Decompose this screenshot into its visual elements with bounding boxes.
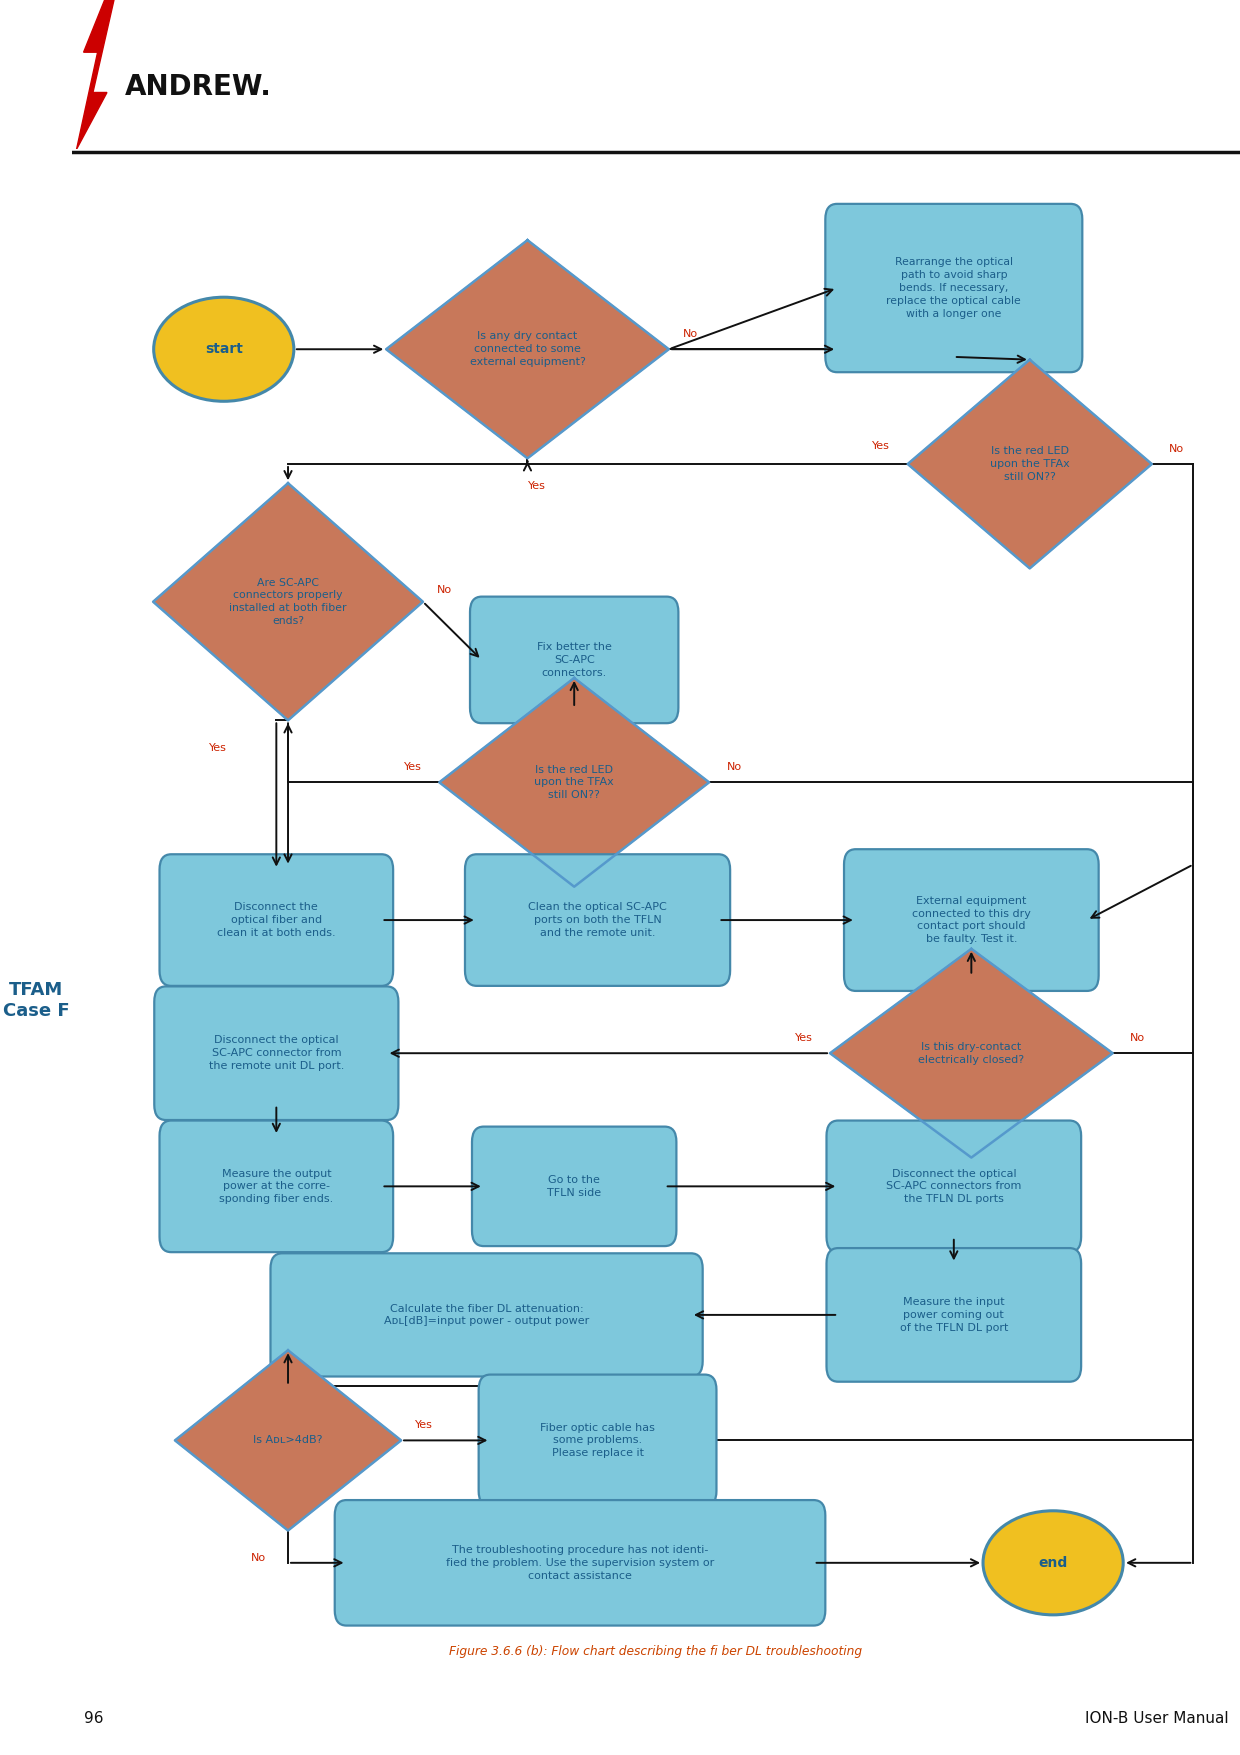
Polygon shape (153, 483, 423, 720)
Polygon shape (77, 0, 114, 149)
FancyBboxPatch shape (827, 1120, 1081, 1251)
Text: Yes: Yes (872, 441, 890, 451)
FancyBboxPatch shape (465, 855, 730, 986)
FancyBboxPatch shape (270, 1253, 703, 1376)
Text: No: No (727, 762, 742, 772)
Polygon shape (908, 360, 1152, 569)
FancyBboxPatch shape (470, 597, 678, 723)
Text: Go to the
TFLN side: Go to the TFLN side (547, 1174, 601, 1197)
FancyBboxPatch shape (844, 849, 1099, 992)
Text: Is the red LED
upon the TFAx
still ON??: Is the red LED upon the TFAx still ON?? (990, 446, 1070, 483)
FancyBboxPatch shape (826, 204, 1083, 372)
Text: Yes: Yes (404, 762, 422, 772)
Text: ANDREW.: ANDREW. (124, 72, 272, 100)
Text: No: No (1130, 1034, 1146, 1042)
FancyBboxPatch shape (160, 1120, 393, 1251)
Text: 96: 96 (83, 1711, 103, 1725)
Polygon shape (386, 240, 668, 458)
FancyBboxPatch shape (472, 1127, 676, 1246)
Text: Figure 3.6.6 (b): Flow chart describing the fi ber DL troubleshooting: Figure 3.6.6 (b): Flow chart describing … (449, 1644, 863, 1658)
Polygon shape (830, 949, 1112, 1158)
Text: Disconnect the optical
SC-APC connector from
the remote unit DL port.: Disconnect the optical SC-APC connector … (208, 1035, 343, 1071)
FancyBboxPatch shape (335, 1501, 826, 1625)
Text: start: start (205, 342, 243, 356)
Ellipse shape (154, 297, 294, 402)
Text: External equipment
connected to this dry
contact port should
be faulty. Test it.: External equipment connected to this dry… (911, 895, 1030, 944)
Text: Yes: Yes (415, 1420, 433, 1430)
Text: Disconnect the
optical fiber and
clean it at both ends.: Disconnect the optical fiber and clean i… (217, 902, 336, 937)
Ellipse shape (983, 1511, 1123, 1615)
Text: Fix better the
SC-APC
connectors.: Fix better the SC-APC connectors. (537, 642, 611, 677)
Text: Yes: Yes (528, 481, 546, 491)
Text: The troubleshooting procedure has not identi-
fied the problem. Use the supervis: The troubleshooting procedure has not id… (446, 1544, 714, 1581)
Text: Clean the optical SC-APC
ports on both the TFLN
and the remote unit.: Clean the optical SC-APC ports on both t… (528, 902, 667, 937)
Text: Is Aᴅʟ>4dB?: Is Aᴅʟ>4dB? (253, 1436, 322, 1446)
Text: No: No (683, 328, 698, 339)
Text: TFAM
Case F: TFAM Case F (2, 981, 69, 1020)
Text: Measure the output
power at the corre-
sponding fiber ends.: Measure the output power at the corre- s… (219, 1169, 334, 1204)
Polygon shape (175, 1350, 401, 1530)
Text: Are SC-APC
connectors properly
installed at both fiber
ends?: Are SC-APC connectors properly installed… (229, 577, 347, 627)
Text: No: No (436, 584, 453, 595)
Text: Yes: Yes (795, 1034, 812, 1042)
FancyBboxPatch shape (827, 1248, 1081, 1381)
FancyBboxPatch shape (154, 986, 398, 1120)
Text: No: No (1169, 444, 1184, 455)
Text: Is the red LED
upon the TFAx
still ON??: Is the red LED upon the TFAx still ON?? (534, 765, 614, 800)
Text: Calculate the fiber DL attenuation:
Aᴅʟ[dB]=input power - output power: Calculate the fiber DL attenuation: Aᴅʟ[… (384, 1304, 589, 1327)
Text: ION-B User Manual: ION-B User Manual (1085, 1711, 1229, 1725)
Text: Yes: Yes (210, 742, 227, 753)
Text: end: end (1038, 1557, 1068, 1569)
Text: Rearrange the optical
path to avoid sharp
bends. If necessary,
replace the optic: Rearrange the optical path to avoid shar… (887, 258, 1022, 319)
Text: Is any dry contact
connected to some
external equipment?: Is any dry contact connected to some ext… (470, 332, 585, 367)
Text: Fiber optic cable has
some problems.
Please replace it: Fiber optic cable has some problems. Ple… (541, 1423, 655, 1458)
Text: Disconnect the optical
SC-APC connectors from
the TFLN DL ports: Disconnect the optical SC-APC connectors… (887, 1169, 1022, 1204)
Text: Is this dry-contact
electrically closed?: Is this dry-contact electrically closed? (919, 1042, 1024, 1065)
Polygon shape (439, 677, 709, 886)
FancyBboxPatch shape (479, 1374, 717, 1506)
FancyBboxPatch shape (160, 855, 393, 986)
Text: No: No (252, 1553, 267, 1564)
Text: Measure the input
power coming out
of the TFLN DL port: Measure the input power coming out of th… (900, 1297, 1008, 1332)
